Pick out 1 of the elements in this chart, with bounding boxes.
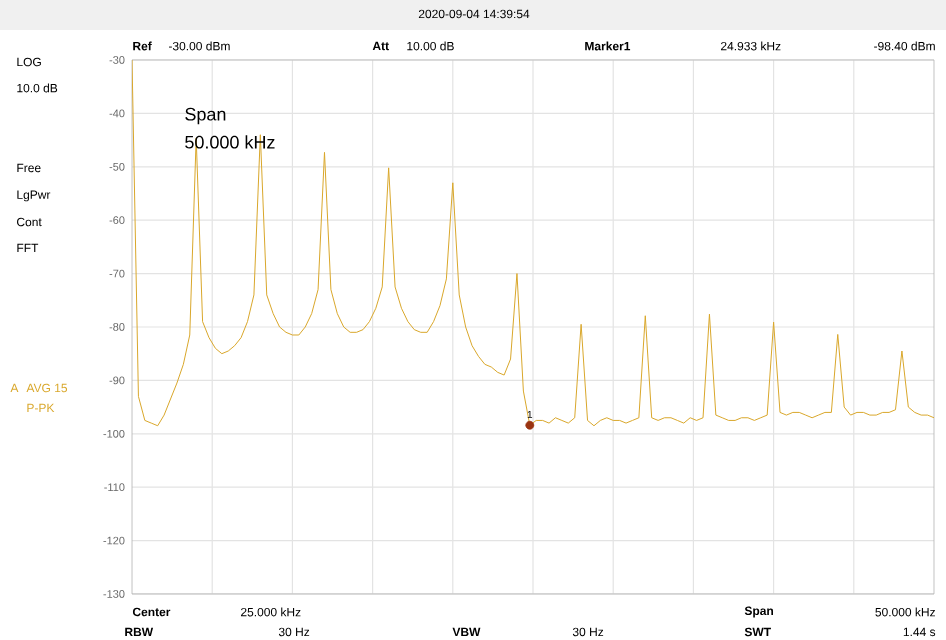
annotation: Span — [185, 107, 226, 125]
